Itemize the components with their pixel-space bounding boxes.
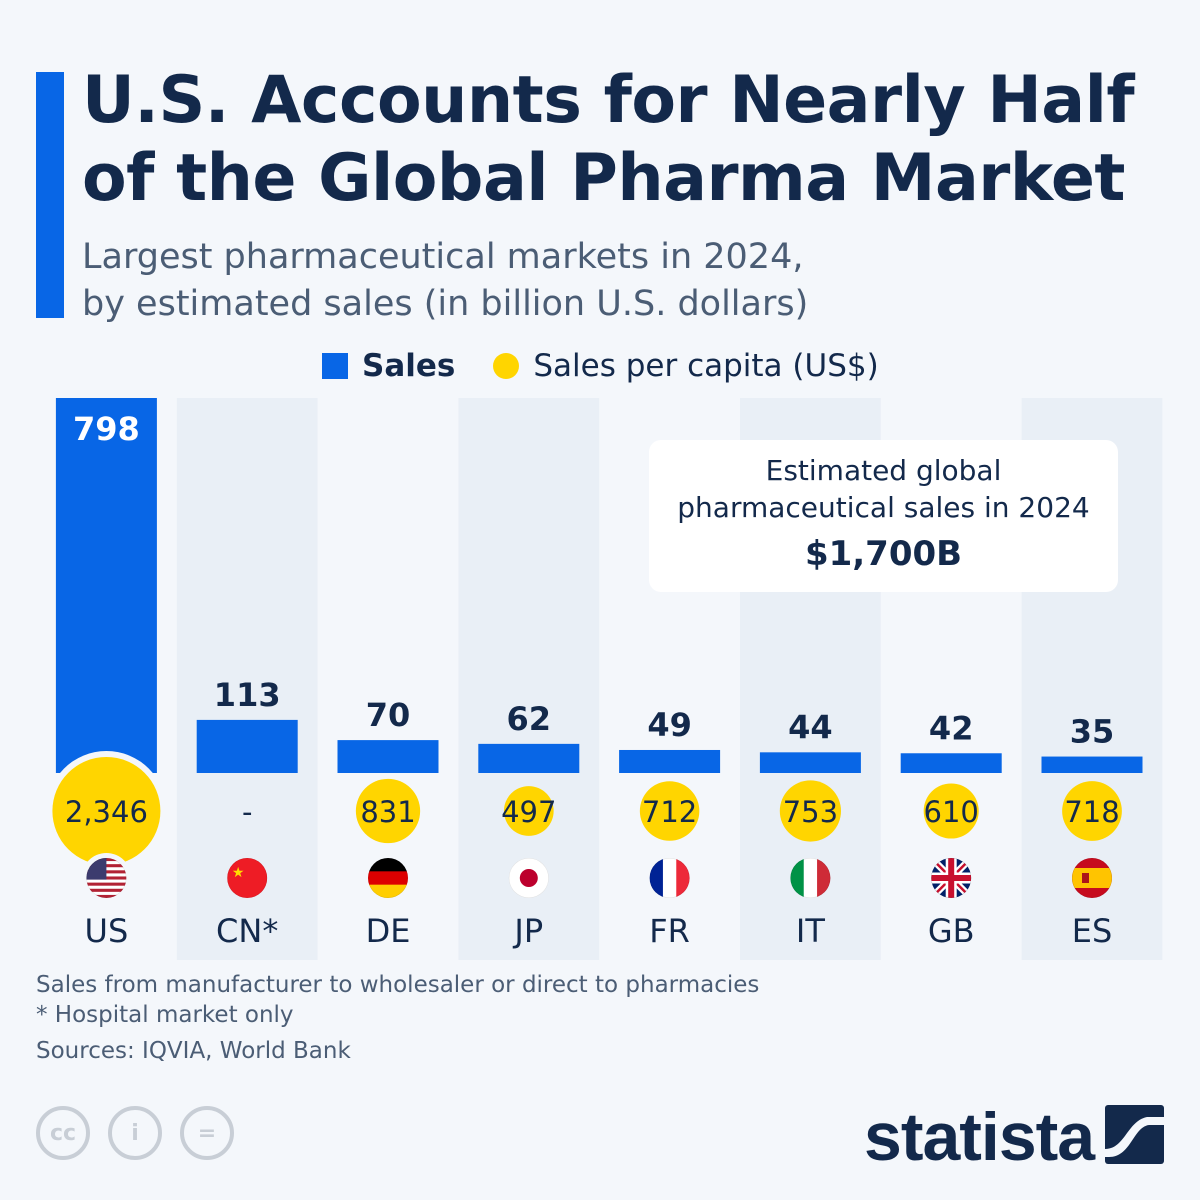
- no-derivatives-icon[interactable]: =: [180, 1106, 234, 1160]
- bar-jp: [478, 743, 580, 773]
- category-label: CN*: [216, 912, 278, 950]
- per-capita-dot: [503, 786, 554, 836]
- bar-value-label: 70: [366, 696, 411, 734]
- bar-value-label: 62: [507, 700, 552, 738]
- per-capita-label: 2,346: [65, 795, 148, 829]
- bar-fr: [619, 749, 721, 773]
- title-line-2: of the Global Pharma Market: [82, 141, 1126, 216]
- bar-value-label: 798: [73, 410, 140, 448]
- bar-value-label: 42: [929, 709, 974, 747]
- statista-logo[interactable]: statista: [864, 1099, 1095, 1175]
- footnote-2: * Hospital market only: [36, 1002, 294, 1028]
- title-accent-bar: [36, 72, 64, 318]
- cn-flag-icon: ★: [227, 858, 268, 898]
- callout-value: $1,700B: [804, 534, 963, 574]
- legend-label-sales: Sales: [362, 348, 456, 384]
- category-label: IT: [796, 912, 825, 950]
- bar-value-label: 44: [788, 708, 833, 746]
- callout-line-1: Estimated global: [765, 454, 1002, 487]
- bar-gb: [900, 753, 1002, 773]
- sources: Sources: IQVIA, World Bank: [36, 1038, 351, 1064]
- bar-es: [1041, 756, 1143, 773]
- category-label: US: [85, 912, 129, 950]
- us-flag-icon: [86, 858, 127, 898]
- svg-text:★: ★: [232, 865, 245, 881]
- it-flag-icon: [790, 858, 831, 898]
- bar-value-label: 35: [1070, 713, 1115, 751]
- title-line-1: U.S. Accounts for Nearly Half: [82, 63, 1135, 138]
- legend-swatch-per-capita: [493, 353, 520, 379]
- category-label: ES: [1072, 912, 1113, 950]
- per-capita-label: 712: [642, 795, 697, 829]
- per-capita-dot: [1062, 781, 1122, 841]
- category-label: DE: [366, 912, 411, 950]
- page-title: U.S. Accounts for Nearly Half of the Glo…: [82, 62, 1135, 218]
- bar-us: [55, 398, 157, 773]
- fr-flag-icon: [649, 858, 690, 898]
- es-flag-icon: [1072, 858, 1112, 898]
- legend-swatch-sales: [322, 353, 348, 379]
- legend: Sales Sales per capita (US$): [322, 348, 879, 384]
- category-label: GB: [928, 912, 975, 950]
- per-capita-label: -: [242, 795, 252, 829]
- legend-label-per-capita: Sales per capita (US$): [533, 348, 879, 384]
- statista-logo-mark-icon: [1105, 1105, 1164, 1164]
- gb-flag-icon: [931, 858, 972, 898]
- per-capita-dot: [923, 783, 979, 839]
- category-label: JP: [512, 912, 543, 950]
- subtitle-line-1: Largest pharmaceutical markets in 2024,: [82, 237, 804, 277]
- jp-flag-icon: [508, 858, 549, 898]
- bar-de: [337, 740, 439, 773]
- per-capita-label: 718: [1064, 795, 1119, 829]
- per-capita-label: 831: [360, 795, 415, 829]
- per-capita-dot: [355, 778, 421, 844]
- global-sales-callout: Estimated global pharmaceutical sales in…: [649, 440, 1118, 592]
- subtitle-line-2: by estimated sales (in billion U.S. doll…: [82, 284, 809, 324]
- per-capita-label: 497: [501, 795, 556, 829]
- bar-value-label: 49: [647, 706, 692, 744]
- bar-it: [759, 752, 861, 773]
- per-capita-dot: [639, 781, 700, 841]
- per-capita-dot: [779, 780, 841, 842]
- cc-license-icon[interactable]: cc: [36, 1106, 90, 1160]
- category-label: FR: [649, 912, 690, 950]
- bar-cn: [196, 719, 298, 773]
- per-capita-dot: [52, 757, 161, 865]
- attribution-icon[interactable]: i: [108, 1106, 162, 1160]
- callout-line-2: pharmaceutical sales in 2024: [677, 491, 1090, 524]
- footnote-1: Sales from manufacturer to wholesaler or…: [36, 972, 760, 998]
- de-flag-icon: [368, 858, 408, 898]
- per-capita-label: 610: [924, 795, 979, 829]
- subtitle: Largest pharmaceutical markets in 2024, …: [82, 234, 808, 328]
- per-capita-label: 753: [783, 795, 838, 829]
- bar-value-label: 113: [214, 676, 281, 714]
- footnotes: Sales from manufacturer to wholesaler or…: [36, 970, 759, 1030]
